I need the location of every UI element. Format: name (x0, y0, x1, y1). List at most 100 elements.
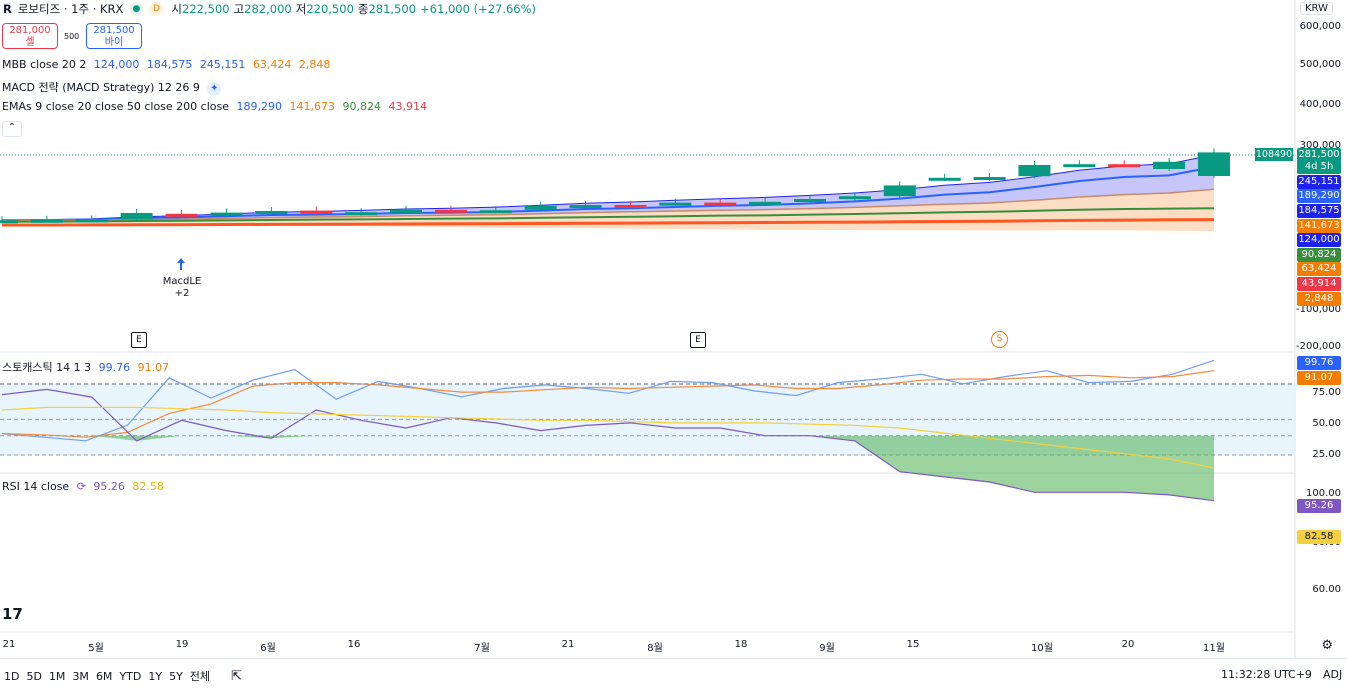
candle (659, 202, 692, 206)
stoch-axis-25: 25.00 (1312, 449, 1341, 460)
candle (345, 212, 378, 216)
ema200-line (2, 218, 1215, 227)
change-value: +61,000 (+27.66%) (420, 2, 537, 16)
candle (524, 205, 557, 210)
goto-date-icon[interactable]: ⇱ (231, 668, 242, 684)
delayed-badge: D (149, 2, 164, 16)
price-axis-label: -200,000 (1296, 341, 1341, 352)
band-upper-line (1, 154, 1215, 221)
toolbar-divider (0, 658, 1347, 659)
price-axis-label: 300,000 (1299, 140, 1341, 151)
tf-6m[interactable]: 6M (95, 669, 113, 683)
broker-logo-icon: R (3, 2, 12, 16)
earnings-event-2[interactable]: E (690, 332, 706, 348)
sell-button[interactable]: 281,000 셀 (2, 23, 58, 49)
high-value: 282,000 (244, 2, 292, 16)
mbb-value-5: 2,848 (298, 58, 331, 71)
candle (1153, 161, 1186, 169)
candle (794, 199, 826, 202)
candle (614, 205, 647, 208)
tf-1d[interactable]: 1D (4, 669, 20, 683)
price-tag: 63,424 (1297, 262, 1341, 276)
buy-label: 바이 (104, 37, 124, 48)
buy-signal-arrow (177, 258, 185, 270)
rsi-overbought-fill (2, 435, 1214, 501)
upper-band-fill (2, 154, 1214, 221)
time-axis-label: 6월 (260, 643, 276, 654)
price-tag: 184,575 (1297, 204, 1341, 218)
candle (120, 213, 153, 220)
symbol-title[interactable]: 로보티즈 · 1주 · KRX (17, 2, 124, 16)
tf-5d[interactable]: 5D (26, 669, 42, 683)
sell-label: 셀 (25, 37, 35, 48)
rsi-ma-value: 82.58 (132, 480, 164, 493)
macd-legend[interactable]: MACD 전략 (MACD Strategy) 12 26 9 ✦ (2, 79, 225, 96)
clock[interactable]: 11:32:28 UTC+9 (1221, 668, 1312, 681)
earnings-event-1[interactable]: E (131, 332, 147, 348)
price-tag: 124,000 (1297, 233, 1341, 247)
sync-icon[interactable]: ⟳ (76, 480, 86, 493)
buy-button[interactable]: 281,500 바이 (86, 23, 142, 49)
low-value: 220,500 (306, 2, 354, 16)
signal-qty: +2 (174, 288, 190, 299)
adj-button[interactable]: ADJ (1323, 668, 1343, 681)
candle (883, 185, 916, 197)
ema20-line (1, 188, 1215, 222)
tf-1y[interactable]: 1Y (148, 669, 163, 683)
sparkle-icon[interactable]: ✦ (207, 82, 222, 96)
rsi-tag: 95.26 (1297, 499, 1341, 513)
tf-ytd[interactable]: YTD (119, 669, 142, 683)
stoch-axis-75: 75.00 (1312, 387, 1341, 398)
candle (30, 219, 63, 223)
rsi-legend[interactable]: RSI 14 close ⟳ 95.26 82.58 (2, 480, 168, 493)
close-label: 종 (357, 2, 369, 16)
rsi-line (1, 388, 1215, 502)
market-open-icon: ● (129, 2, 144, 16)
stoch-axis-50: 50.00 (1312, 418, 1341, 429)
candle (838, 196, 871, 200)
candle (75, 219, 108, 223)
sell-price: 281,000 (9, 25, 51, 36)
signal-label: MacdLE +2 (160, 276, 204, 300)
tf-all[interactable]: 전체 (189, 670, 211, 683)
mbb-value-2: 184,575 (146, 58, 193, 71)
rsi-label: RSI 14 close (2, 480, 70, 493)
tf-1m[interactable]: 1M (48, 669, 66, 683)
tf-3m[interactable]: 3M (72, 669, 89, 683)
settings-icon[interactable]: ⚙ (1321, 638, 1333, 653)
candle (0, 220, 18, 224)
candle (210, 212, 243, 216)
candle (434, 209, 467, 213)
time-axis-label: 9월 (819, 643, 835, 654)
time-axis-label: 18 (734, 639, 748, 650)
buy-price: 281,500 (93, 25, 135, 36)
price-axis-label: -100,000 (1296, 304, 1341, 315)
tf-5y[interactable]: 5Y (169, 669, 183, 683)
price-axis-label: 600,000 (1299, 21, 1341, 32)
mbb-value-4: 63,424 (252, 58, 292, 71)
signal-name: MacdLE (162, 276, 202, 287)
candle (1108, 164, 1141, 168)
stoch-k-tag: 99.76 (1297, 356, 1341, 370)
candle (1018, 165, 1051, 177)
currency-button[interactable]: KRW (1300, 2, 1333, 15)
stoch-k-line (1, 359, 1215, 442)
open-value: 222,500 (182, 2, 230, 16)
time-axis-label: 7월 (474, 643, 490, 654)
spread-value: 500 (64, 32, 80, 41)
emas-legend[interactable]: EMAs 9 close 20 close 50 close 200 close… (2, 100, 431, 113)
macd-label: MACD 전략 (MACD Strategy) 12 26 9 (2, 81, 200, 94)
symbol-header: R 로보티즈 · 1주 · KRX ● D 시 222,500 고 282,000 … (0, 0, 536, 18)
mbb-legend[interactable]: MBB close 20 2 124,000 184,575 245,151 6… (2, 58, 334, 71)
split-event[interactable]: S (991, 331, 1008, 348)
stoch-legend[interactable]: 스토캐스틱 14 1 3 99.76 91.07 (2, 359, 173, 375)
price-axis-label: 500,000 (1299, 59, 1341, 70)
stoch-d-line (1, 370, 1215, 438)
ema-value-4: 43,914 (388, 100, 428, 113)
candle (1063, 164, 1096, 168)
rsi-value: 95.26 (93, 480, 125, 493)
mbb-value-1: 124,000 (93, 58, 140, 71)
collapse-legend-button[interactable]: ⌃ (2, 121, 22, 137)
low-label: 저 (295, 2, 307, 16)
